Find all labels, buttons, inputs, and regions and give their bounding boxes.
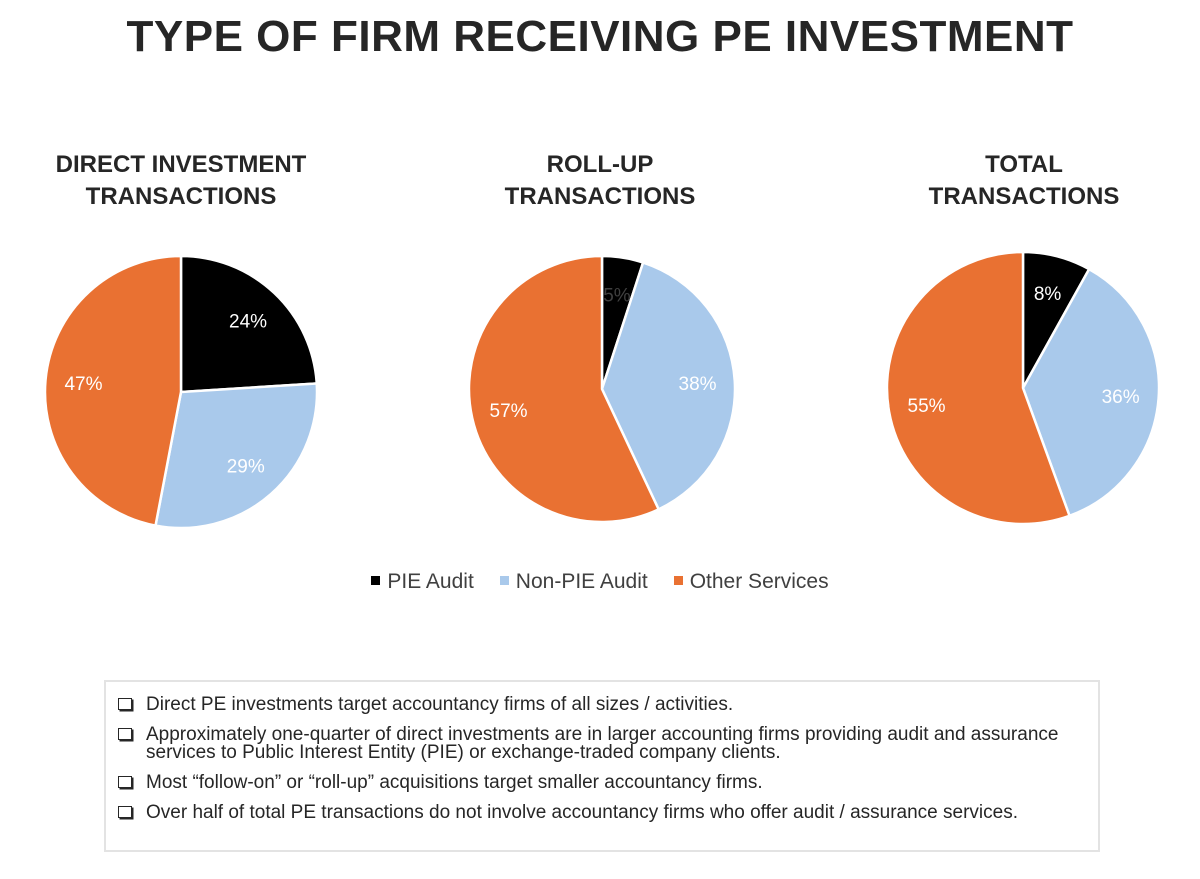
- note-item: Most “follow-on” or “roll-up” acquisitio…: [118, 772, 1086, 793]
- pie-slice-other-services: [43, 254, 183, 528]
- checkbox-bullet-icon: [118, 728, 132, 740]
- pie-title-line: ROLL-UP: [546, 151, 654, 178]
- checkbox-bullet-icon: [118, 776, 132, 788]
- pie-data-label: 24%: [229, 312, 267, 333]
- pie-slice-other-services: [885, 250, 1072, 526]
- pie-slice-pie-audit: [179, 254, 319, 394]
- checkbox-bullet-icon: [118, 806, 132, 818]
- legend-label: Other Services: [689, 570, 829, 593]
- pie-slice-non-pie-audit: [154, 382, 319, 530]
- pie-data-label: 38%: [679, 374, 717, 395]
- note-item: Approximately one-quarter of direct inve…: [118, 724, 1086, 763]
- legend-swatch: [499, 575, 509, 585]
- pie-data-label: 8%: [1034, 284, 1062, 305]
- legend-label: Non-PIE Audit: [515, 570, 648, 593]
- legend-item-other-services: Other Services: [673, 570, 829, 594]
- pie-data-label: 29%: [227, 456, 265, 477]
- legend-item-non-pie-audit: Non-PIE Audit: [499, 570, 648, 594]
- legend-item-pie-audit: PIE Audit: [371, 570, 474, 594]
- pie-charts: 24% 29% 47% 5% 38% 57% 8% 36% 55%: [43, 250, 1161, 530]
- pie-title-line: TOTAL: [985, 151, 1063, 178]
- pie-slice-non-pie-audit: [600, 260, 737, 512]
- note-text: Approximately one-quarter of direct inve…: [146, 724, 1059, 763]
- pie-title-line: TRANSACTIONS: [928, 183, 1120, 210]
- notes-box: Direct PE investments target accountancy…: [104, 680, 1100, 852]
- pie-data-label: 47%: [64, 374, 102, 395]
- page-title: TYPE OF FIRM RECEIVING PE INVESTMENT: [126, 12, 1074, 61]
- pie-title-line: TRANSACTIONS: [504, 183, 696, 210]
- legend: PIE Audit Non-PIE Audit Other Services: [0, 570, 1200, 594]
- checkbox-bullet-icon: [118, 698, 132, 710]
- note-text: Most “follow-on” or “roll-up” acquisitio…: [146, 772, 763, 793]
- pie-title-direct: DIRECT INVESTMENT TRANSACTIONS: [21, 149, 341, 213]
- pie-data-label: 5%: [603, 285, 631, 306]
- pie-data-label: 57%: [490, 401, 528, 422]
- pie-title-total: TOTAL TRANSACTIONS: [864, 149, 1184, 213]
- pie-slice-other-services: [467, 254, 661, 524]
- legend-swatch: [673, 575, 683, 585]
- pie-slice-non-pie-audit: [1021, 267, 1161, 518]
- pie-title-rollup: ROLL-UP TRANSACTIONS: [440, 149, 760, 213]
- pie-title-line: TRANSACTIONS: [85, 183, 277, 210]
- note-item: Direct PE investments target accountancy…: [118, 694, 1086, 715]
- pie-data-label: 55%: [908, 396, 946, 417]
- pie-data-label: 36%: [1102, 387, 1140, 408]
- note-text: Over half of total PE transactions do no…: [146, 802, 1018, 823]
- note-item: Over half of total PE transactions do no…: [118, 802, 1086, 823]
- note-text: Direct PE investments target accountancy…: [146, 694, 734, 715]
- legend-swatch: [371, 575, 381, 585]
- legend-label: PIE Audit: [387, 570, 474, 593]
- pie-title-line: DIRECT INVESTMENT: [55, 151, 307, 178]
